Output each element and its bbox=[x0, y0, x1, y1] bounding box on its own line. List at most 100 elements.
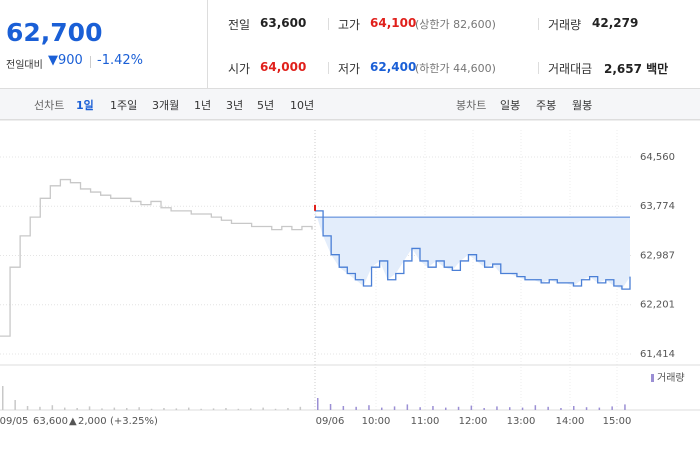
volume-bar bbox=[317, 398, 319, 410]
volume-bar bbox=[598, 407, 601, 410]
volume-bar bbox=[368, 405, 370, 410]
volume-bar bbox=[212, 408, 215, 410]
volume-bar bbox=[138, 407, 140, 410]
volume-bar bbox=[274, 408, 277, 410]
period-tab[interactable]: 1주일 bbox=[110, 99, 138, 112]
volume-bar bbox=[26, 406, 29, 410]
volume-bar bbox=[445, 407, 447, 410]
volume-bar bbox=[175, 408, 178, 410]
volume-bar bbox=[51, 405, 54, 410]
volume-bar bbox=[188, 407, 190, 410]
stat-label: 거래량 bbox=[548, 18, 582, 32]
period-tab[interactable]: 3년 bbox=[226, 99, 244, 112]
period-tab[interactable]: 3개월 bbox=[152, 99, 180, 112]
volume-bar bbox=[76, 408, 78, 410]
candle-tab[interactable]: 주봉 bbox=[536, 99, 557, 112]
volume-bar bbox=[2, 386, 4, 410]
volume-bar bbox=[39, 406, 41, 410]
volume-bar bbox=[624, 404, 626, 410]
volume-bar bbox=[611, 406, 613, 410]
price-line bbox=[315, 210, 631, 290]
period-tab[interactable]: 1일 bbox=[76, 99, 94, 112]
candle-tab[interactable]: 월봉 bbox=[572, 99, 593, 112]
volume-bar bbox=[126, 408, 128, 410]
divider bbox=[538, 18, 539, 30]
stat-label: 고가 bbox=[338, 18, 361, 32]
stat-value: 42,279 bbox=[592, 16, 639, 30]
stat-label: 전일 bbox=[228, 18, 251, 32]
x-tick-label: 09/06 bbox=[316, 416, 345, 427]
volume-bar bbox=[225, 408, 227, 410]
volume-bar bbox=[299, 406, 302, 410]
y-tick-label: 61,414 bbox=[640, 349, 675, 360]
x-tick-label: 13:00 bbox=[507, 416, 536, 427]
x-tick-label: 09/05 bbox=[0, 416, 28, 427]
stat-label: 시가 bbox=[228, 62, 251, 76]
change-value: 900 bbox=[58, 53, 83, 68]
stat-value: 62,400 bbox=[370, 60, 417, 74]
change: ▼900 bbox=[48, 53, 83, 68]
stat-value: 64,100 bbox=[370, 16, 417, 30]
stat-note: (상한가 82,600) bbox=[415, 18, 496, 31]
volume-bar bbox=[342, 406, 345, 410]
change-label: 전일대비 bbox=[6, 60, 43, 71]
period-tab[interactable]: 10년 bbox=[290, 99, 315, 112]
change-pct: -1.42% bbox=[97, 53, 143, 68]
volume-bar bbox=[496, 406, 498, 410]
stat-value: 63,600 bbox=[260, 16, 307, 30]
volume-bar bbox=[457, 406, 460, 410]
legend-label: 거래량 bbox=[657, 372, 685, 384]
volume-bar bbox=[585, 407, 588, 410]
divider bbox=[328, 18, 329, 30]
x-tick-label: 11:00 bbox=[411, 416, 440, 427]
volume-bar bbox=[573, 406, 575, 410]
volume-bar bbox=[419, 407, 421, 410]
period-tab[interactable]: 1년 bbox=[194, 99, 212, 112]
tab-label: 봉차트 bbox=[456, 99, 487, 112]
price-line bbox=[0, 178, 313, 337]
volume-bar bbox=[521, 407, 524, 410]
volume-bar bbox=[381, 407, 383, 410]
prev-change: 2,000 bbox=[78, 416, 107, 427]
divider bbox=[328, 62, 329, 74]
stat-value: 64,000 bbox=[260, 60, 307, 74]
divider bbox=[538, 62, 539, 74]
volume-bar bbox=[547, 406, 549, 410]
volume-bar bbox=[509, 407, 511, 410]
volume-bar bbox=[113, 407, 116, 410]
up-icon: ▲ bbox=[69, 416, 77, 427]
y-tick-label: 62,987 bbox=[640, 251, 675, 262]
volume-bar bbox=[88, 406, 91, 410]
y-tick-label: 63,774 bbox=[640, 201, 675, 212]
volume-bar bbox=[534, 405, 537, 410]
volume-bar bbox=[262, 407, 264, 410]
x-tick-label: 12:00 bbox=[459, 416, 488, 427]
header bbox=[0, 0, 700, 89]
period-tab[interactable]: 5년 bbox=[257, 99, 275, 112]
area bbox=[315, 210, 630, 290]
volume-bar bbox=[163, 408, 165, 410]
divider bbox=[90, 56, 91, 68]
volume-bar bbox=[101, 408, 103, 410]
legend-swatch bbox=[651, 374, 654, 382]
x-tick-label: 10:00 bbox=[362, 416, 391, 427]
prev-close: 63,600 bbox=[33, 416, 68, 427]
y-tick-label: 62,201 bbox=[640, 300, 675, 311]
volume-bar bbox=[287, 408, 289, 410]
stat-note: (하한가 44,600) bbox=[415, 62, 496, 75]
volume-bar bbox=[406, 404, 409, 410]
chart: 64,560 63,774 62,987 62,201 61,414 거래량 09/05 09… bbox=[0, 120, 700, 427]
y-tick-label: 64,560 bbox=[640, 152, 675, 163]
down-icon: ▼ bbox=[48, 53, 58, 68]
x-tick-label: 14:00 bbox=[556, 416, 585, 427]
volume-bar bbox=[560, 408, 562, 410]
price: 62,700 bbox=[6, 18, 103, 47]
candle-tab[interactable]: 일봉 bbox=[500, 99, 521, 112]
volume-bar bbox=[237, 408, 240, 410]
x-tick-label: 15:00 bbox=[603, 416, 632, 427]
volume-bar bbox=[150, 408, 153, 410]
volume-bar bbox=[432, 406, 434, 410]
volume-bar bbox=[64, 407, 66, 410]
stat-value: 2,657 백만 bbox=[604, 62, 669, 76]
